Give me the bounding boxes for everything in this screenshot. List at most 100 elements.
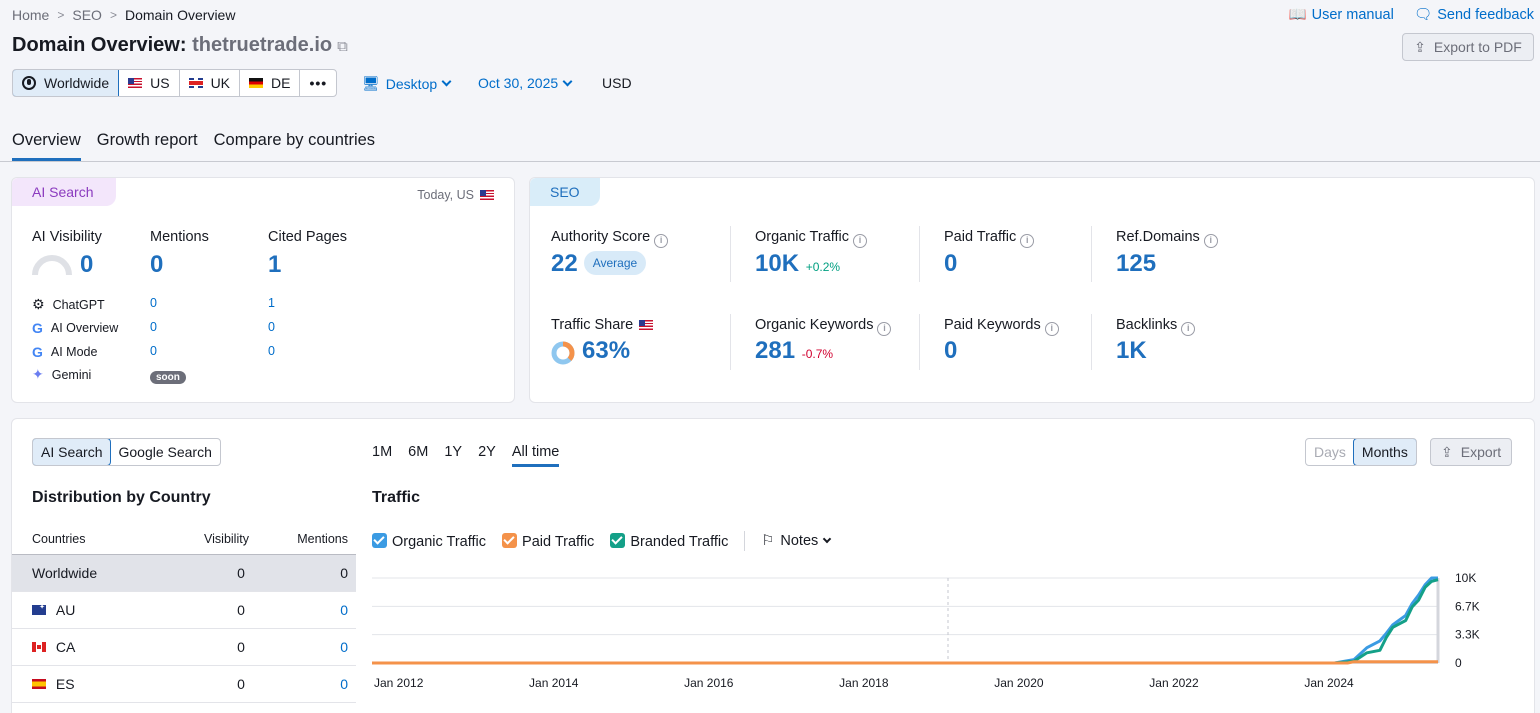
ai-overview-mentions[interactable]: 0 — [150, 320, 157, 334]
traffic-share-arc — [551, 341, 575, 365]
traffic-chart[interactable]: 10K 6.7K 3.3K 0 Jan 2012 Jan 2014 Jan 2016 Jan … — [365, 568, 1515, 698]
toggle-days[interactable]: Days — [1314, 444, 1346, 460]
info-icon[interactable]: i — [853, 234, 868, 248]
breadcrumb-seo[interactable]: SEO — [72, 7, 102, 23]
ai-overview-cited[interactable]: 0 — [268, 320, 275, 334]
backlinks[interactable]: 1K — [1116, 337, 1147, 364]
external-link-icon[interactable]: ⧉ — [337, 38, 348, 55]
legend-organic[interactable]: Organic Traffic — [372, 532, 486, 550]
divider — [1091, 226, 1092, 282]
traffic-share-value: 63% — [582, 337, 631, 364]
range-1m[interactable]: 1M — [372, 444, 393, 460]
paid-traffic[interactable]: 0 — [944, 250, 958, 277]
checkbox-icon — [610, 532, 626, 548]
send-feedback-link[interactable]: 🗨 Send feedback — [1413, 7, 1534, 23]
table-row[interactable]: Worldwide 0 0 — [12, 554, 356, 592]
export-pdf-button[interactable]: ⇪ Export to PDF — [1402, 33, 1534, 61]
y-tick-label: 6.7K — [1455, 599, 1480, 613]
legend-paid[interactable]: Paid Traffic — [502, 532, 594, 550]
range-6m[interactable]: 6M — [408, 444, 429, 460]
info-icon[interactable]: i — [1181, 322, 1196, 336]
date-label: Today, US — [417, 188, 494, 202]
chatgpt-cited[interactable]: 1 — [268, 296, 275, 310]
col-mentions: Mentions — [248, 525, 356, 555]
table-row[interactable]: CA 0 0 — [12, 628, 356, 666]
divider — [919, 314, 920, 370]
seo-card: SEO Authority Score i 22 Average Organic T… — [529, 177, 1535, 403]
ref-domains[interactable]: 125 — [1116, 250, 1157, 277]
device-dropdown[interactable]: 🖥 Desktop — [362, 75, 452, 92]
x-tick-label: Jan 2016 — [684, 676, 734, 690]
info-icon[interactable]: i — [1020, 234, 1035, 248]
geo-worldwide[interactable]: Worldwide — [13, 70, 120, 96]
x-tick-label: Jan 2012 — [374, 676, 424, 690]
info-icon[interactable]: i — [1203, 234, 1218, 248]
mentions-label: Mentions — [150, 229, 209, 245]
flag-icon: ⚐ — [761, 533, 775, 549]
page-title: Domain Overview: thetruetrade.io ⧉ — [12, 34, 348, 56]
traffic-share-donut — [551, 341, 575, 365]
ai-mode-cited[interactable]: 0 — [268, 344, 275, 358]
paid-keywords-label: Paid Keywords i — [944, 317, 1059, 336]
us-flag-icon — [480, 190, 494, 200]
range-2y[interactable]: 2Y — [478, 444, 496, 460]
table-row[interactable]: AU 0 0 — [12, 591, 356, 629]
traffic-share-label: Traffic Share — [551, 317, 654, 333]
notes-dropdown[interactable]: ⚐ Notes — [761, 533, 832, 549]
range-1y[interactable]: 1Y — [444, 444, 463, 460]
chevron-right-icon: > — [57, 8, 65, 22]
cited-pages-value[interactable]: 1 — [268, 251, 282, 278]
more-geo-button[interactable]: ••• — [309, 75, 328, 91]
geo-uk[interactable]: UK — [180, 70, 241, 96]
info-icon[interactable]: i — [654, 234, 669, 248]
mentions-value[interactable]: 0 — [150, 251, 164, 278]
toggle-ai-search[interactable]: AI Search — [32, 439, 112, 465]
cited-pages-label: Cited Pages — [268, 229, 347, 245]
chatgpt-row: ⚙ ChatGPT — [32, 296, 105, 312]
breadcrumb: Home > SEO > Domain Overview — [12, 7, 235, 23]
tab-overview[interactable]: Overview — [12, 131, 81, 161]
user-manual-link[interactable]: 📖 User manual — [1288, 7, 1394, 23]
organic-traffic-change: +0.2% — [805, 260, 841, 274]
series-line-branded-traffic — [372, 578, 1439, 665]
toggle-google-search[interactable]: Google Search — [118, 444, 212, 460]
paid-keywords[interactable]: 0 — [944, 337, 958, 364]
traffic-legend: Organic Traffic Paid Traffic Branded Tra… — [372, 531, 832, 551]
col-countries: Countries — [12, 525, 168, 555]
y-tick-label: 0 — [1455, 656, 1462, 670]
country-table: Countries Visibility Mentions Worldwide … — [12, 525, 356, 703]
tab-compare-by-countries[interactable]: Compare by countries — [213, 131, 376, 149]
ai-mode-mentions[interactable]: 0 — [150, 344, 157, 358]
range-all-time[interactable]: All time — [511, 444, 560, 467]
geo-us[interactable]: US — [119, 70, 180, 96]
breadcrumb-home[interactable]: Home — [12, 7, 50, 23]
us-flag-icon — [639, 320, 654, 330]
gemini-row: ✦ Gemini — [32, 366, 92, 382]
chevron-down-icon — [823, 534, 832, 544]
series-line-paid-traffic — [372, 660, 1438, 665]
series-line-organic-traffic — [372, 576, 1438, 665]
globe-icon — [22, 76, 36, 90]
organic-keywords-label: Organic Keywords i — [755, 317, 892, 336]
authority-score-label: Authority Score i — [551, 229, 669, 248]
au-flag-icon — [32, 604, 46, 615]
search-source-toggle: AI Search Google Search — [32, 438, 221, 466]
x-tick-label: Jan 2020 — [994, 676, 1044, 690]
y-tick-label: 10K — [1455, 571, 1476, 585]
monitor-icon: 🖥 — [362, 75, 380, 91]
date-dropdown[interactable]: Oct 30, 2025 — [478, 75, 573, 91]
ai-overview-row: G AI Overview — [32, 320, 119, 336]
legend-branded[interactable]: Branded Traffic — [610, 532, 728, 550]
export-button[interactable]: ⇪ Export — [1430, 438, 1513, 466]
geo-de[interactable]: DE — [240, 70, 301, 96]
info-icon[interactable]: i — [877, 322, 892, 336]
chatgpt-icon: ⚙ — [32, 296, 45, 312]
chatgpt-mentions[interactable]: 0 — [150, 296, 157, 310]
ai-search-badge: AI Search — [12, 178, 116, 206]
info-icon[interactable]: i — [1044, 322, 1059, 336]
toggle-months[interactable]: Months — [1352, 439, 1416, 465]
x-tick-label: Jan 2022 — [1149, 676, 1199, 690]
soon-badge: soon — [150, 367, 186, 385]
table-row[interactable]: ES 0 0 — [12, 665, 356, 703]
tab-growth-report[interactable]: Growth report — [96, 131, 198, 149]
